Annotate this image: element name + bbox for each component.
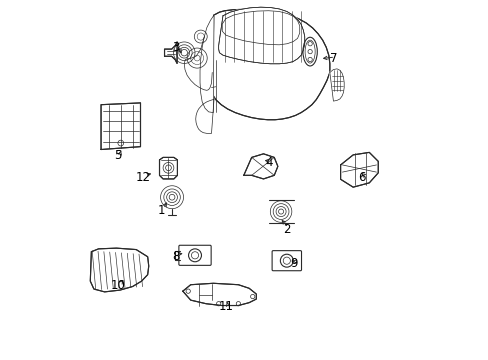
Text: 9: 9 <box>290 257 297 270</box>
Text: 3: 3 <box>172 41 179 54</box>
Text: 8: 8 <box>172 249 179 262</box>
Circle shape <box>188 249 201 262</box>
Polygon shape <box>101 103 140 149</box>
Text: 4: 4 <box>264 156 272 169</box>
Text: 11: 11 <box>218 300 233 313</box>
Polygon shape <box>183 283 256 306</box>
Polygon shape <box>340 152 378 187</box>
Polygon shape <box>164 42 177 63</box>
Polygon shape <box>159 157 177 179</box>
FancyBboxPatch shape <box>179 245 211 265</box>
Text: 7: 7 <box>329 52 337 65</box>
Polygon shape <box>210 9 329 120</box>
Polygon shape <box>195 99 214 134</box>
Text: 2: 2 <box>283 223 290 236</box>
Polygon shape <box>329 69 344 101</box>
FancyBboxPatch shape <box>271 251 301 271</box>
Polygon shape <box>200 15 214 113</box>
Text: 1: 1 <box>157 204 165 217</box>
Polygon shape <box>244 154 277 179</box>
Polygon shape <box>90 248 148 292</box>
Text: 12: 12 <box>136 171 151 184</box>
Text: 5: 5 <box>114 149 122 162</box>
Circle shape <box>280 254 293 267</box>
Text: 10: 10 <box>111 279 125 292</box>
Text: 6: 6 <box>358 171 365 184</box>
Polygon shape <box>218 7 304 64</box>
